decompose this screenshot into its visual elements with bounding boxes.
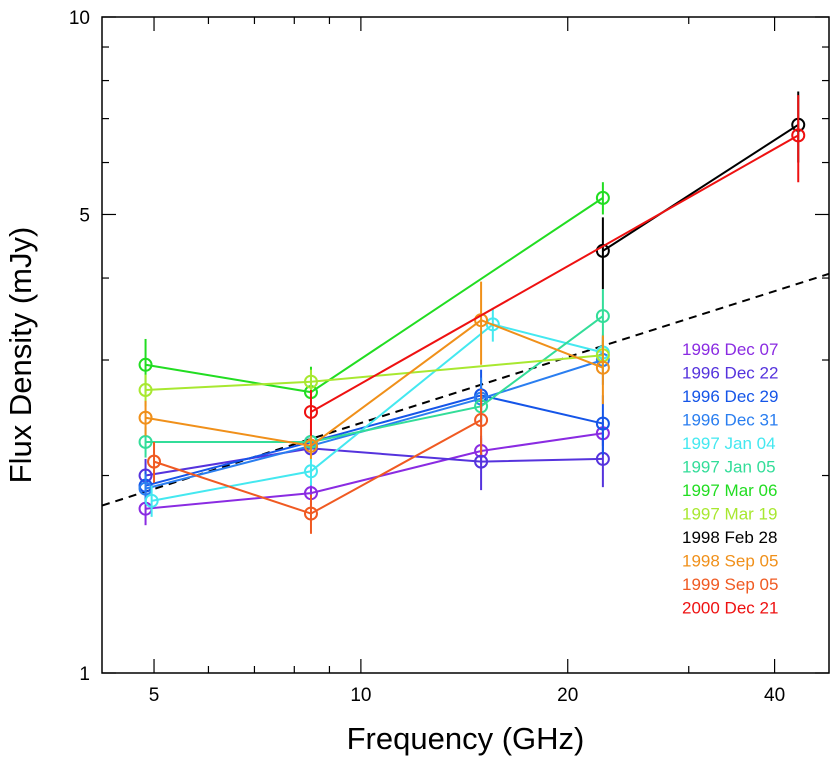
series-line [145,432,604,510]
series-layer [138,91,806,534]
data-point [303,374,318,389]
data-point [595,243,610,258]
legend-entry: 1996 Dec 31 [682,411,778,430]
legend: 1996 Dec 07 1996 Dec 22 1996 Dec 29 1996 De… [682,340,778,618]
data-point [138,434,153,449]
x-tick-label: 5 [149,685,160,706]
y-tick-label: 5 [79,205,90,226]
x-tick-label: 10 [350,685,371,706]
series-line [145,394,604,487]
legend-entry: 1999 Sep 05 [682,575,778,594]
legend-entry: 1997 Jan 04 [682,434,776,453]
data-point [138,410,153,425]
data-point [791,128,806,143]
data-point [303,438,318,453]
data-point [138,383,153,398]
legend-entry: 1996 Dec 22 [682,364,778,383]
data-point [303,404,318,419]
legend-entry: 1997 Mar 19 [682,505,777,524]
series-line [145,447,603,477]
data-point [595,416,610,431]
series-1997-jan-05 [138,288,610,458]
data-point [474,413,489,428]
ticks-layer [102,16,829,674]
series-line [145,197,604,394]
series-2000-dec-21 [303,95,806,436]
series-1997-mar-06 [138,182,610,421]
series-line [151,323,604,502]
y-tick-label: 10 [69,8,90,29]
series-line [310,134,799,413]
x-tick-label: 40 [764,685,785,706]
tick-labels: 5 10 20 40 1 5 10 [69,8,785,706]
series-1999-sep-05 [147,388,489,534]
series-line [145,359,604,490]
data-point [138,357,153,372]
data-point [595,309,610,324]
x-tick-label: 20 [557,685,578,706]
data-point [595,360,610,375]
data-point [485,317,500,332]
x-axis-title: Frequency (GHz) [347,721,585,756]
legend-entry: 1998 Feb 28 [682,528,777,547]
y-tick-label: 1 [79,664,90,685]
legend-entry: 1996 Dec 07 [682,340,778,359]
series-line [602,123,799,252]
series-1997-mar-19 [138,341,610,407]
plot-frame [101,16,830,674]
reference-line-layer [101,272,830,507]
power-law-fit-line [101,272,830,507]
data-point [303,506,318,521]
legend-entry: 1997 Mar 06 [682,481,777,500]
data-point [303,464,318,479]
legend-entry: 1998 Sep 05 [682,552,778,571]
series-line [145,319,604,447]
series-1996-dec-07 [138,421,610,526]
y-axis-title: Flux Density (mJy) [3,227,38,484]
data-point [144,493,159,508]
series-1998-sep-05 [138,281,610,459]
legend-entry: 2000 Dec 21 [682,599,778,618]
legend-entry: 1997 Jan 05 [682,458,776,477]
data-point [474,313,489,328]
legend-entry: 1996 Dec 29 [682,387,778,406]
series-line [145,354,603,392]
data-point [474,454,489,469]
data-point [595,190,610,205]
series-1997-jan-04 [144,308,610,517]
data-point [147,454,162,469]
